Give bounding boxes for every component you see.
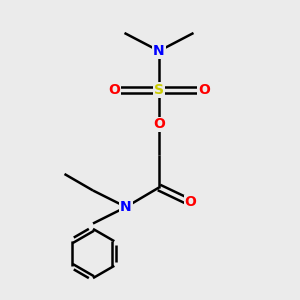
Text: O: O [108, 83, 120, 97]
Text: O: O [153, 118, 165, 131]
Text: S: S [154, 83, 164, 97]
Text: N: N [153, 44, 165, 58]
Text: O: O [198, 83, 210, 97]
Text: O: O [184, 196, 196, 209]
Text: N: N [120, 200, 132, 214]
